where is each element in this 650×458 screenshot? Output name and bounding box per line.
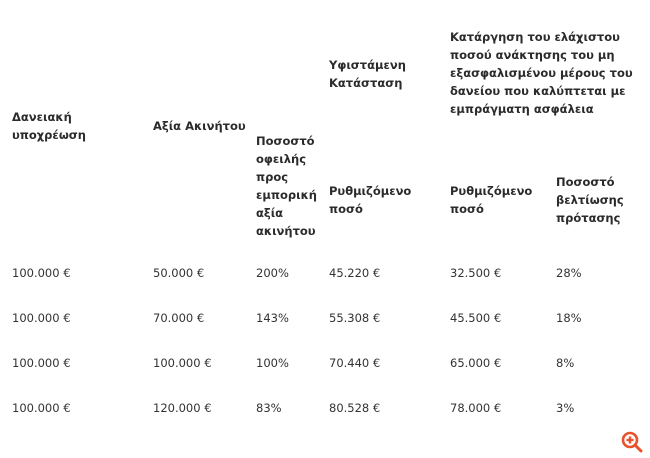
header-ratio: Ποσοστό οφειλής προς εμπορική αξία ακινή… <box>256 134 317 238</box>
cell-ratio: 100% <box>256 356 289 370</box>
header-proposal-group: Κατάργηση του ελάχιστου ποσού ανάκτησης … <box>450 30 633 116</box>
cell-improvement: 8% <box>556 356 575 370</box>
cell-loan: 100.000 € <box>12 356 71 370</box>
cell-current-amount: 45.220 € <box>329 266 381 280</box>
cell-loan: 100.000 € <box>12 266 71 280</box>
zoom-in-icon[interactable] <box>620 430 644 454</box>
cell-current-amount: 70.440 € <box>329 356 381 370</box>
cell-property-value: 70.000 € <box>153 311 205 325</box>
cell-proposal-amount: 78.000 € <box>450 401 502 415</box>
cell-improvement: 3% <box>556 401 575 415</box>
cell-proposal-amount: 65.000 € <box>450 356 502 370</box>
header-loan: Δανειακή υποχρέωση <box>12 110 86 142</box>
cell-proposal-amount: 32.500 € <box>450 266 502 280</box>
header-proposal-amount: Ρυθμιζόμενο ποσό <box>450 184 533 216</box>
cell-property-value: 50.000 € <box>153 266 205 280</box>
cell-loan: 100.000 € <box>12 401 71 415</box>
header-improvement: Ποσοστό βελτίωσης πρότασης <box>556 175 624 225</box>
cell-proposal-amount: 45.500 € <box>450 311 502 325</box>
cell-property-value: 100.000 € <box>153 356 212 370</box>
header-current-amount: Ρυθμιζόμενο ποσό <box>329 184 412 216</box>
cell-property-value: 120.000 € <box>153 401 212 415</box>
cell-loan: 100.000 € <box>12 311 71 325</box>
cell-ratio: 200% <box>256 266 289 280</box>
header-property-value: Αξία Ακινήτου <box>153 119 246 133</box>
cell-ratio: 143% <box>256 311 289 325</box>
cell-current-amount: 80.528 € <box>329 401 381 415</box>
header-current-group: Υφιστάμενη Κατάσταση <box>329 58 406 90</box>
cell-improvement: 28% <box>556 266 582 280</box>
cell-ratio: 83% <box>256 401 282 415</box>
cell-improvement: 18% <box>556 311 582 325</box>
cell-current-amount: 55.308 € <box>329 311 381 325</box>
